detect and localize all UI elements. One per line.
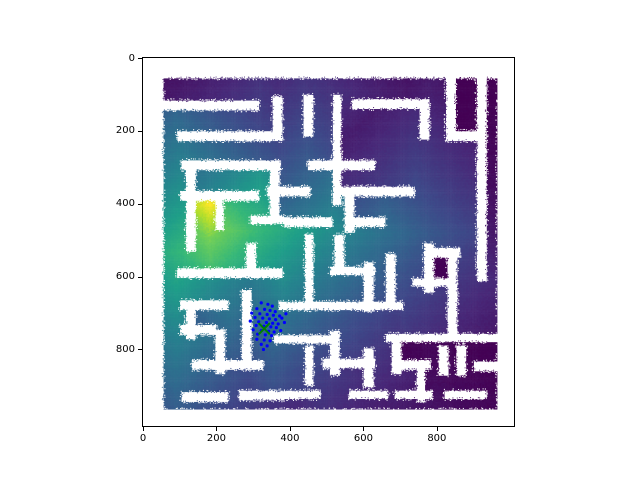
y-tick-mark (138, 130, 142, 132)
x-tick-label: 600 (353, 433, 373, 444)
y-tick-label: 0 (128, 52, 135, 64)
x-tick-mark (436, 427, 438, 431)
x-tick-label: 0 (139, 433, 147, 444)
y-tick-label: 400 (115, 198, 135, 210)
y-tick-label: 200 (115, 125, 135, 137)
x-tick-mark (363, 427, 365, 431)
x-tick-label: 800 (427, 433, 447, 444)
y-tick-label: 600 (115, 271, 135, 283)
x-tick-label: 200 (206, 433, 226, 444)
y-tick-mark (138, 349, 142, 351)
y-tick-mark (138, 203, 142, 205)
y-tick-label: 800 (115, 343, 135, 355)
x-tick-mark (216, 427, 218, 431)
x-tick-label: 400 (280, 433, 300, 444)
x-tick-mark (143, 427, 144, 431)
maze-plot-canvas (143, 58, 514, 426)
y-tick-mark (138, 58, 142, 59)
y-tick-mark (138, 276, 142, 278)
x-tick-mark (289, 427, 291, 431)
